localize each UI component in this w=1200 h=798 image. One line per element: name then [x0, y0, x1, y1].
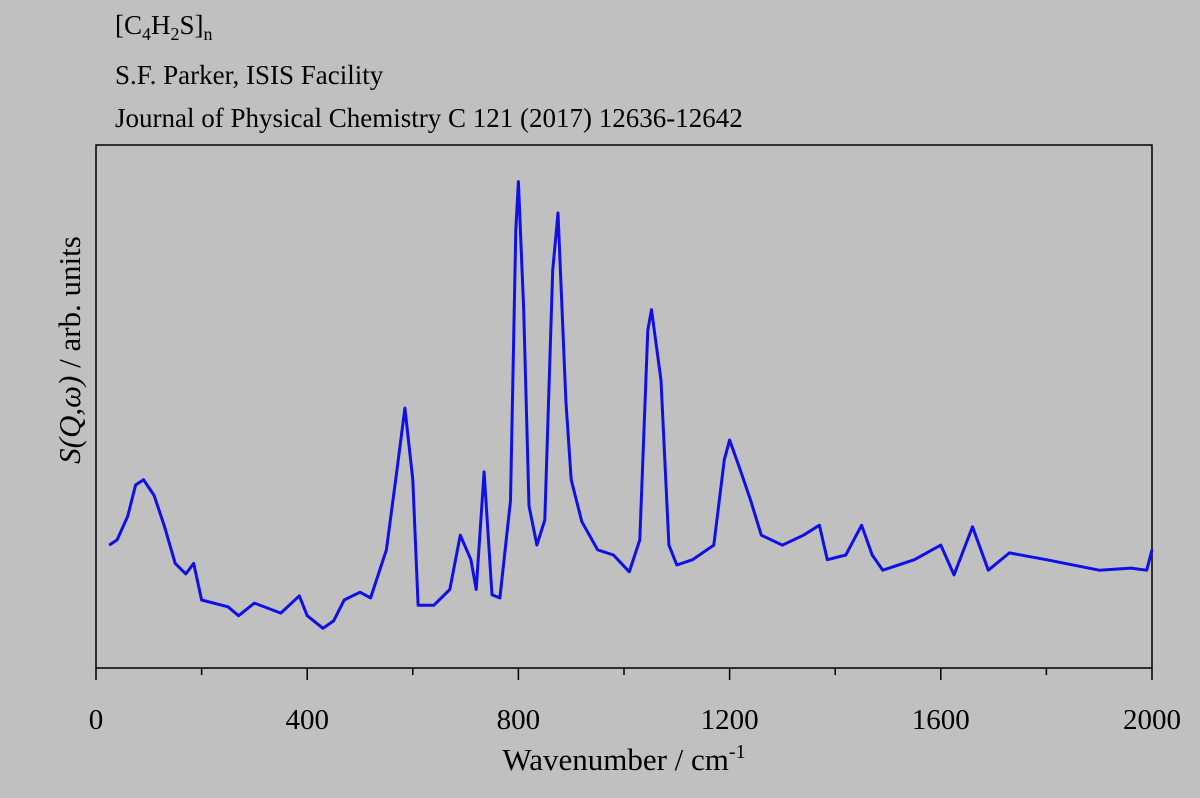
chart-subtitle: Journal of Physical Chemistry C 121 (201…: [115, 103, 743, 133]
spectrum-line: [108, 180, 1154, 630]
x-tick-label: 800: [497, 704, 541, 736]
y-label-part: S(Q,ω): [52, 376, 87, 464]
title-part: S]: [180, 10, 204, 40]
x-tick-label: 1600: [912, 704, 970, 736]
chart-title: [C4H2S]n: [115, 10, 213, 44]
y-axis-label: S(Q,ω) / arb. units: [52, 236, 87, 464]
x-label-part: -1: [729, 741, 746, 763]
chart-subtitle: S.F. Parker, ISIS Facility: [115, 60, 384, 90]
y-label-part: / arb. units: [52, 236, 87, 376]
title-part: H: [151, 10, 171, 40]
title-part: 2: [171, 24, 180, 44]
title-part: [C: [115, 10, 142, 40]
x-tick-label: 400: [285, 704, 329, 736]
x-tick-label: 2000: [1123, 704, 1181, 736]
title-part: n: [204, 24, 213, 44]
x-tick-label: 0: [89, 704, 104, 736]
x-tick-label: 1200: [701, 704, 759, 736]
x-label-part: Wavenumber / cm: [502, 742, 728, 777]
x-axis-label: Wavenumber / cm-1: [502, 741, 745, 777]
title-part: 4: [142, 24, 151, 44]
